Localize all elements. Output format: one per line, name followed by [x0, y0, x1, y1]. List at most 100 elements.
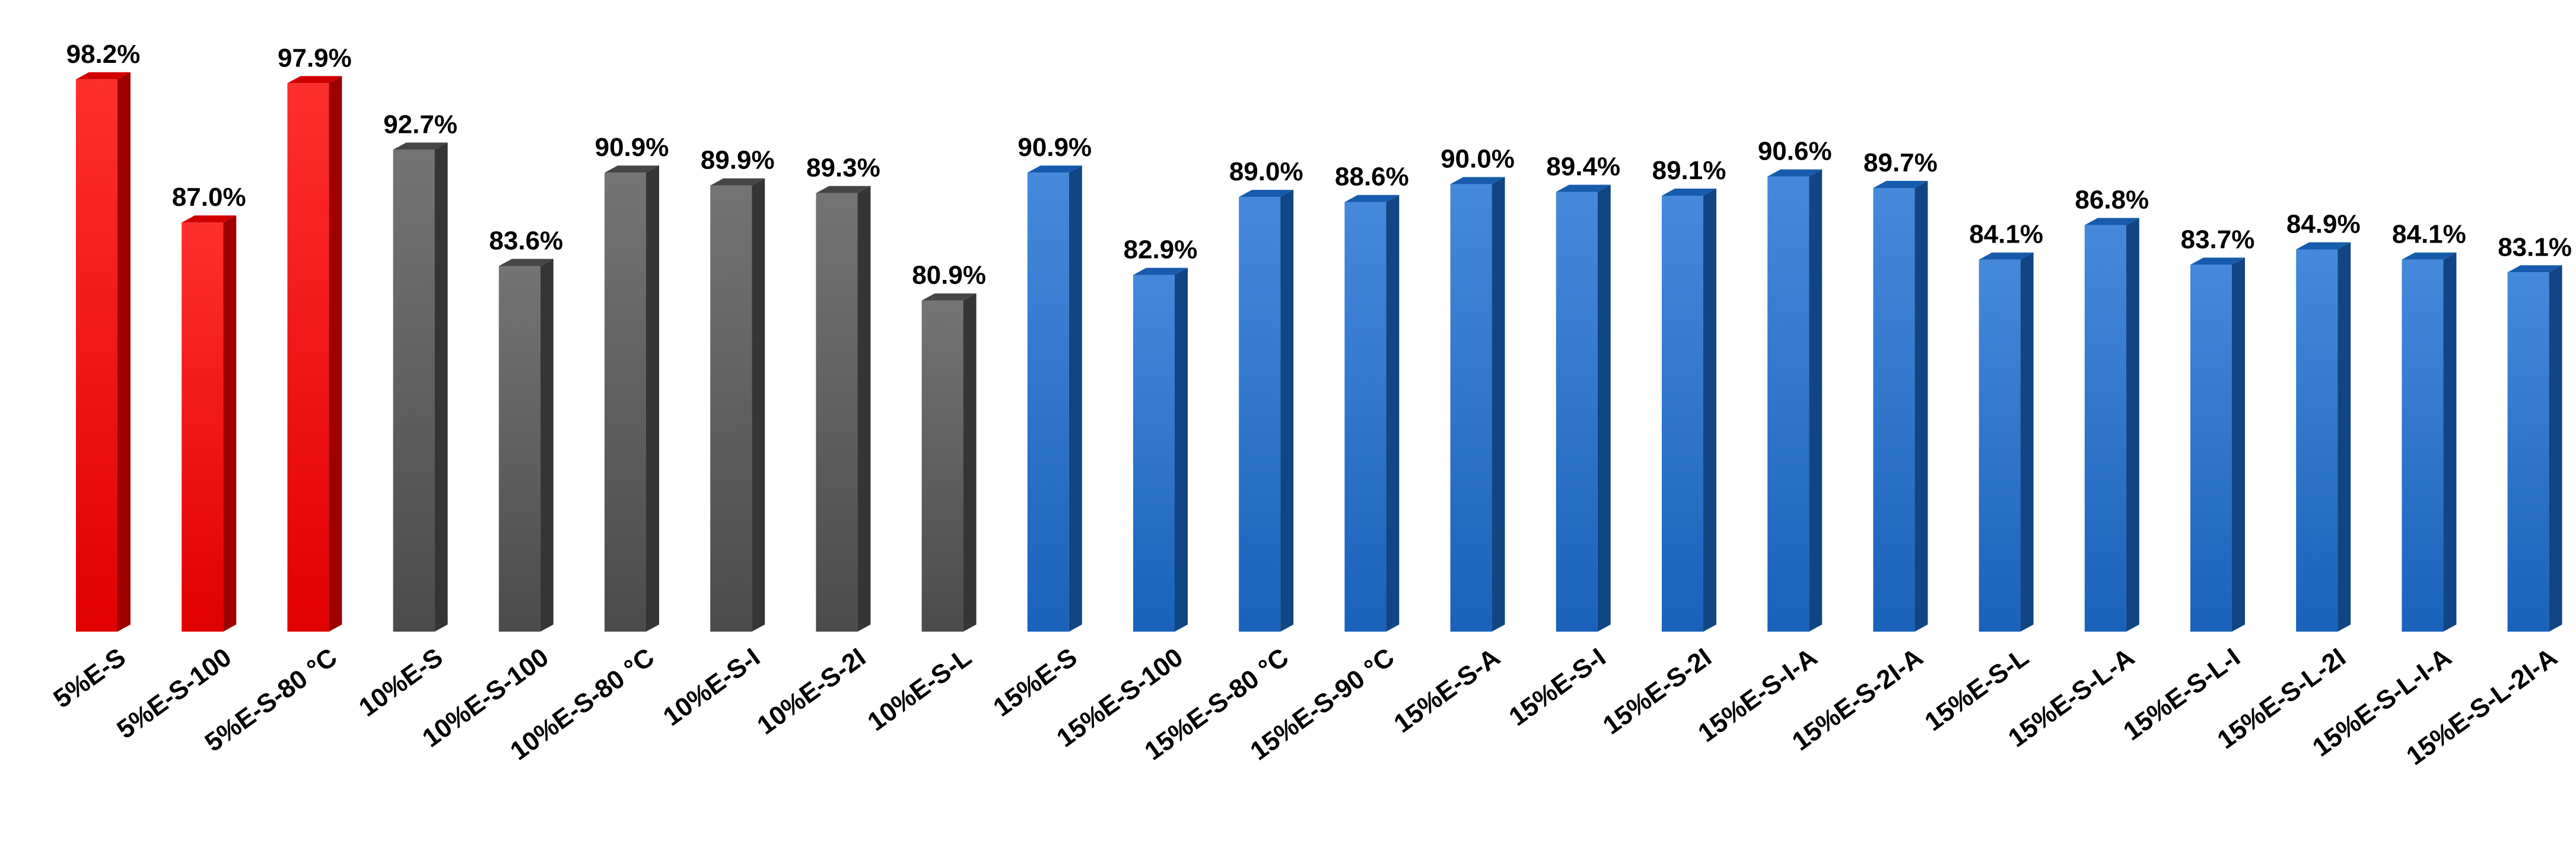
bar-side-face	[1068, 165, 1082, 632]
bar-side-face	[2232, 257, 2245, 632]
bar-top-face	[76, 72, 131, 79]
category-tick-label: 15%E-S	[988, 642, 1082, 722]
bar-front-face	[1027, 173, 1069, 632]
bar-front-face	[1556, 192, 1598, 632]
bar-side-face	[329, 76, 342, 632]
bar-value-label: 98.2%	[66, 40, 141, 69]
bar-front-face	[2190, 265, 2232, 632]
bar-front-face	[498, 266, 540, 632]
bar	[1027, 165, 1082, 632]
bar-top-face	[498, 259, 554, 266]
bar-side-face	[1175, 267, 1188, 632]
bar-value-label: 84.9%	[2286, 209, 2361, 238]
bar-top-face	[1767, 169, 1823, 177]
bar-top-face	[182, 215, 237, 223]
bar-top-face	[1450, 177, 1505, 184]
bar	[182, 215, 237, 632]
bar-top-face	[393, 142, 448, 150]
bar-value-label: 80.9%	[912, 261, 986, 290]
bar	[605, 165, 659, 632]
bar	[1767, 169, 1823, 632]
bar-value-label: 97.9%	[278, 43, 352, 72]
bar-value-label: 88.6%	[1335, 163, 1409, 192]
category-tick-label: 10%E-S-I	[658, 642, 765, 731]
bar-value-label: 90.0%	[1440, 145, 1515, 174]
bar-top-face	[605, 165, 659, 173]
bar-side-face	[2338, 242, 2351, 632]
bar-value-label: 90.9%	[1017, 133, 1092, 162]
bar-value-label: 83.1%	[2498, 232, 2572, 262]
bar-top-face	[1979, 252, 2034, 260]
bar-top-face	[287, 76, 342, 84]
bar-value-label: 82.9%	[1124, 235, 1198, 265]
bar-value-label: 89.7%	[1863, 148, 1938, 177]
category-tick-label: 10%E-S	[354, 642, 448, 722]
bar	[76, 72, 131, 632]
bar-value-label: 83.6%	[489, 227, 563, 256]
bar-top-face	[2402, 252, 2457, 260]
bar	[2190, 257, 2245, 632]
bar	[1662, 188, 1716, 632]
bar	[816, 186, 871, 632]
bar-front-face	[605, 173, 646, 632]
bar-side-face	[2549, 265, 2562, 632]
bar-value-label: 87.0%	[172, 183, 246, 212]
category-tick-label: 5%E-S	[48, 642, 131, 713]
bar-front-face	[1450, 184, 1492, 632]
bar-side-face	[540, 259, 554, 632]
bar-value-label: 83.7%	[2181, 225, 2255, 254]
bar-front-face	[921, 300, 963, 632]
bar-top-face	[710, 178, 765, 186]
bar-side-face	[752, 178, 765, 632]
bar-side-face	[2126, 218, 2139, 632]
bar-top-face	[2507, 265, 2562, 273]
category-tick-label: 10%E-S-L	[862, 642, 977, 737]
bar-top-face	[921, 293, 977, 301]
bar-side-face	[963, 293, 977, 632]
bar-side-face	[1809, 169, 1823, 632]
bar-value-label: 89.4%	[1546, 152, 1620, 181]
bar-top-face	[2190, 257, 2245, 265]
bar-top-face	[2296, 242, 2351, 250]
bar-value-label: 89.0%	[1229, 157, 1303, 186]
bar-side-face	[117, 72, 131, 632]
bar	[1873, 181, 1928, 632]
bar-top-face	[1027, 165, 1082, 173]
bar-value-label: 84.1%	[1969, 220, 2043, 249]
category-tick-label: 15%E-S-A	[1389, 642, 1506, 738]
bar	[921, 293, 977, 632]
bar-side-face	[434, 142, 448, 632]
bar-top-face	[1344, 195, 1400, 202]
bar-value-label: 90.9%	[595, 133, 669, 162]
bar-value-label: 90.6%	[1758, 137, 1832, 166]
bar	[2084, 218, 2139, 632]
bar	[287, 76, 342, 632]
category-tick-label: 10%E-S-2I	[752, 642, 871, 740]
bar	[1556, 184, 1611, 632]
bar-front-face	[1239, 197, 1281, 632]
category-tick-label: 15%E-S-I	[1504, 642, 1611, 731]
bar-front-face	[1767, 176, 1809, 632]
bar	[1344, 195, 1400, 632]
bar-value-label: 86.8%	[2075, 186, 2149, 215]
bar-front-face	[182, 222, 224, 632]
bar-side-face	[1491, 177, 1505, 632]
bar	[710, 178, 765, 632]
bar-front-face	[1133, 275, 1175, 632]
bar-side-face	[1703, 188, 1716, 632]
bar-front-face	[1344, 202, 1386, 632]
bar-side-face	[2020, 252, 2034, 632]
bar	[1239, 190, 1294, 632]
bar-side-face	[2443, 252, 2457, 632]
bar-front-face	[287, 83, 329, 632]
bar-side-face	[1386, 195, 1400, 632]
bar	[1133, 267, 1188, 632]
bar-front-face	[76, 79, 117, 632]
bar	[2402, 252, 2457, 632]
bar-value-label: 89.3%	[806, 154, 880, 183]
bar-front-face	[2402, 259, 2444, 632]
bar-top-face	[1133, 267, 1188, 275]
bar-front-face	[1873, 188, 1915, 632]
bar-value-label: 89.1%	[1652, 156, 1726, 185]
